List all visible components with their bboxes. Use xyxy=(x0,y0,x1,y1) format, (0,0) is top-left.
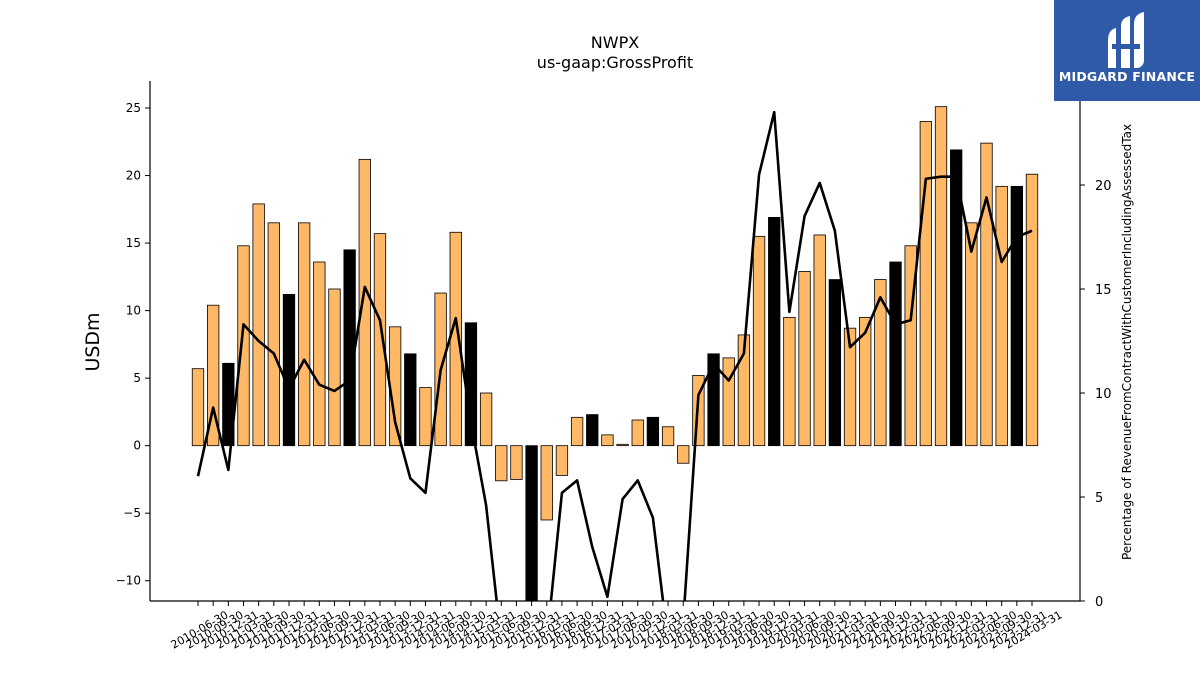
bar xyxy=(601,434,614,447)
bar xyxy=(419,387,432,447)
y-axis-label-left: USDm xyxy=(82,312,104,371)
bar xyxy=(586,414,599,447)
bar xyxy=(813,234,826,447)
chart-title: NWPX xyxy=(591,33,639,52)
bar xyxy=(752,235,766,447)
bar xyxy=(282,293,296,447)
bar xyxy=(570,416,584,447)
chart-subtitle: us-gaap:GrossProfit xyxy=(537,53,693,72)
bar xyxy=(252,203,265,447)
bar xyxy=(904,245,917,447)
bar xyxy=(843,327,857,447)
bar xyxy=(555,445,569,476)
bar xyxy=(768,217,781,447)
bar xyxy=(510,445,523,480)
y-tick-label-right: 10 xyxy=(1095,387,1112,402)
bar xyxy=(677,445,690,464)
line-series xyxy=(196,110,1033,601)
y-tick-label-right: 5 xyxy=(1095,491,1103,506)
bar xyxy=(707,353,720,447)
bar xyxy=(1010,185,1023,447)
bar xyxy=(373,233,387,447)
y-tick-label-right: 15 xyxy=(1095,283,1112,298)
percentage-line xyxy=(196,110,1033,601)
bar xyxy=(798,271,811,447)
bar xyxy=(297,222,311,447)
bar xyxy=(525,445,538,602)
bar xyxy=(661,426,675,447)
y-tick-label-right: 20 xyxy=(1095,179,1112,194)
bar xyxy=(737,334,751,447)
y-tick-label: −5 xyxy=(123,506,141,520)
bar xyxy=(828,279,842,447)
brand-logo: MIDGARD FINANCE xyxy=(1054,0,1200,101)
bar xyxy=(646,416,660,447)
bar xyxy=(722,357,735,447)
y-tick-label-right: 0 xyxy=(1095,595,1103,610)
bar xyxy=(1025,173,1039,447)
axes xyxy=(149,81,1081,602)
brand-name: MIDGARD FINANCE xyxy=(1059,69,1195,84)
bar xyxy=(191,368,205,447)
bar xyxy=(980,142,993,447)
bar xyxy=(616,443,629,447)
bar xyxy=(358,158,371,447)
bar xyxy=(631,419,644,447)
bar xyxy=(479,392,493,447)
bar xyxy=(313,261,326,447)
y-tick-label: 20 xyxy=(126,169,141,183)
bar xyxy=(859,316,872,447)
y-tick-label: 25 xyxy=(126,101,141,115)
bar xyxy=(237,245,250,447)
y-tick-label: −10 xyxy=(116,574,141,588)
bar xyxy=(950,149,963,447)
bar xyxy=(919,121,932,447)
y-tick-label: 5 xyxy=(133,371,141,385)
bar xyxy=(934,106,948,447)
bar-series xyxy=(191,106,1039,602)
y-ticks-left: −10 −5 0 5 10 15 20 25 xyxy=(116,101,150,588)
bar xyxy=(495,445,508,482)
bar xyxy=(404,353,417,447)
bar xyxy=(207,304,220,447)
bar xyxy=(267,222,280,447)
y-tick-label: 15 xyxy=(126,236,141,250)
bar xyxy=(995,185,1008,447)
bar xyxy=(783,316,796,447)
bar xyxy=(328,288,341,447)
x-ticks: 2010-06-302010-09-302010-12-312011-03-31… xyxy=(169,601,1065,652)
bar xyxy=(889,261,902,447)
midgard-logo-icon xyxy=(1108,12,1144,68)
y-axis-label-right: Percentage of RevenueFromContractWithCus… xyxy=(1120,124,1134,560)
bar xyxy=(965,222,978,447)
y-tick-label: 10 xyxy=(126,304,141,318)
y-tick-label: 0 xyxy=(133,439,141,453)
bar xyxy=(874,279,887,447)
bar xyxy=(540,445,553,521)
